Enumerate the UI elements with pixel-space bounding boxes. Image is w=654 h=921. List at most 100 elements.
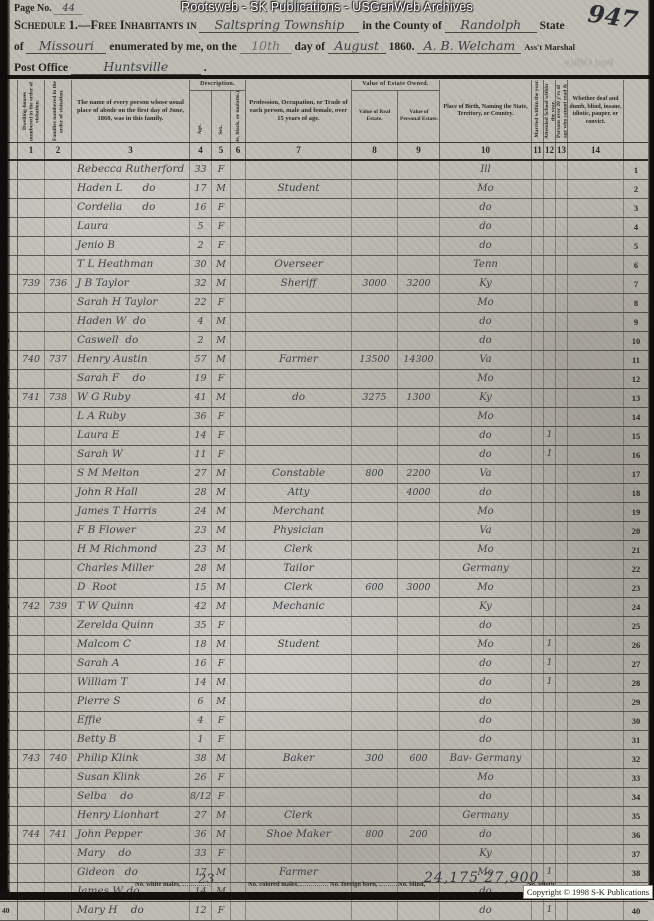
cell-personal-estate-value (398, 408, 440, 426)
cell-age: 2 (190, 332, 212, 350)
cell-sex: F (212, 427, 231, 445)
cell-family-number (45, 731, 72, 749)
line-number-right: 5 (633, 241, 639, 251)
description-group-header: Description. Age. Sex. Color, (White, bl… (190, 80, 246, 142)
cell-birthplace: Mo (440, 541, 532, 559)
cell-sex: M (212, 313, 231, 331)
cell-birthplace: Germany (440, 560, 532, 578)
cell-sex: F (212, 655, 231, 673)
col-num-7: 7 (246, 143, 352, 159)
cell-cannot-read (556, 332, 568, 350)
col-num-6: 6 (231, 143, 246, 159)
cell-cannot-read (556, 522, 568, 540)
cell-occupation: Atty (246, 484, 352, 502)
cell-cannot-read (556, 313, 568, 331)
cell-attended-school (544, 769, 556, 787)
cell-age: 2 (190, 237, 212, 255)
cell-dwelling-number: 742 (18, 598, 45, 616)
line-number-right: 14 (631, 412, 641, 422)
cell-age: 33 (190, 845, 212, 863)
cell-deaf-dumb (568, 161, 624, 179)
cell-married (532, 541, 544, 559)
cell-age: 15 (190, 579, 212, 597)
cell-occupation (246, 408, 352, 426)
line-number-right: 26 (631, 640, 641, 650)
line-number-right: 21 (631, 545, 641, 555)
cell-cannot-read (556, 636, 568, 654)
cell-dwelling-number (18, 332, 45, 350)
cell-personal-estate-value: 4000 (398, 484, 440, 502)
cell-color (231, 218, 246, 236)
cell-age: 28 (190, 484, 212, 502)
cell-dwelling-number (18, 712, 45, 730)
cell-dwelling-number (18, 579, 45, 597)
cell-cannot-read (556, 484, 568, 502)
cell-cannot-read (556, 617, 568, 635)
cell-personal-estate-value (398, 655, 440, 673)
cell-occupation (246, 845, 352, 863)
cell-name: Pierre S (72, 693, 190, 711)
cell-color (231, 560, 246, 578)
schedule-line-3: Post Office Huntsville . (14, 58, 644, 79)
cell-attended-school (544, 560, 556, 578)
cell-cannot-read (556, 902, 568, 920)
cell-birthplace: Germany (440, 807, 532, 825)
cell-attended-school: 1 (544, 902, 556, 920)
cell-dwelling-number (18, 617, 45, 635)
cell-cannot-read (556, 712, 568, 730)
cell-color (231, 750, 246, 768)
cell-name: Gideon do (72, 864, 190, 882)
cell-attended-school (544, 275, 556, 293)
cell-deaf-dumb (568, 560, 624, 578)
post-office-field: Huntsville (70, 60, 201, 75)
cell-deaf-dumb (568, 541, 624, 559)
cell-dwelling-number (18, 674, 45, 692)
cell-married (532, 617, 544, 635)
cell-personal-estate-value (398, 446, 440, 464)
line-number-right: 10 (631, 336, 641, 346)
table-row: 24 742 739 T W Quinn 42 M Mechanic Ky 24 (0, 598, 648, 617)
cell-sex: F (212, 237, 231, 255)
cell-birthplace: do (440, 655, 532, 673)
cell-deaf-dumb (568, 674, 624, 692)
cell-name: Effie (72, 712, 190, 730)
line-number-right: 13 (631, 393, 641, 403)
cell-color (231, 693, 246, 711)
cell-family-number (45, 503, 72, 521)
cell-attended-school (544, 750, 556, 768)
cell-color (231, 389, 246, 407)
line-number-right: 19 (631, 507, 641, 517)
cell-color (231, 161, 246, 179)
cell-age: 38 (190, 750, 212, 768)
cell-personal-estate-value (398, 256, 440, 274)
cell-occupation (246, 446, 352, 464)
cell-sex: F (212, 161, 231, 179)
table-row: 1 Rebecca Rutherford 33 F Ill 1 (0, 161, 648, 180)
cell-color (231, 674, 246, 692)
cell-cannot-read (556, 465, 568, 483)
cell-age: 22 (190, 294, 212, 312)
cell-color (231, 636, 246, 654)
cell-occupation (246, 370, 352, 388)
cell-cannot-read (556, 731, 568, 749)
state-field: Missouri (26, 39, 107, 54)
cell-color (231, 446, 246, 464)
cell-birthplace: Mo (440, 370, 532, 388)
cell-color (231, 579, 246, 597)
col-school-label: Attended School within the year. (544, 83, 556, 139)
cell-occupation: Student (246, 636, 352, 654)
cell-birthplace: do (440, 902, 532, 920)
cell-personal-estate-value (398, 598, 440, 616)
cell-sex: F (212, 902, 231, 920)
cell-married (532, 351, 544, 369)
cell-dwelling-number (18, 541, 45, 559)
cell-married (532, 408, 544, 426)
col-num-2: 2 (45, 143, 72, 159)
col-num-9: 9 (398, 143, 440, 159)
cell-family-number (45, 408, 72, 426)
col-deaf-header: Whether deaf and dumb, blind, insane, id… (568, 80, 624, 142)
cell-name: Mary H do (72, 902, 190, 920)
cell-personal-estate-value: 2200 (398, 465, 440, 483)
cell-birthplace: do (440, 218, 532, 236)
cell-married (532, 484, 544, 502)
